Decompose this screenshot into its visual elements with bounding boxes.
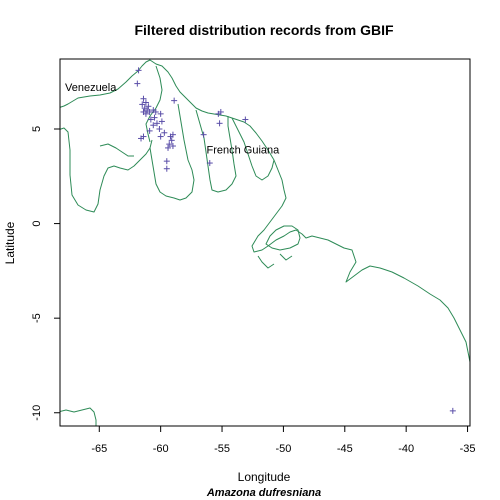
record-point: [146, 108, 153, 115]
record-point: [145, 103, 152, 110]
x-axis: -65 -60 -55 -50 -45 -40 -35: [91, 426, 475, 455]
record-point: [163, 165, 170, 172]
region-labels-layer: Venezuela French Guiana: [65, 82, 280, 156]
record-point: [134, 80, 141, 87]
x-tick-label: -35: [460, 443, 476, 455]
marajo-island: [265, 225, 301, 251]
chart-title: Filtered distribution records from GBIF: [134, 22, 393, 38]
x-tick-label: -60: [153, 443, 169, 455]
record-point: [200, 131, 207, 138]
southwest-coastline: [60, 407, 97, 426]
record-point: [157, 133, 164, 140]
region-label-french-guiana: French Guiana: [207, 145, 281, 157]
y-tick-label: 5: [31, 126, 43, 132]
x-tick-label: -40: [398, 443, 414, 455]
record-point: [161, 129, 168, 136]
record-point: [151, 114, 158, 121]
record-point: [171, 97, 178, 104]
atlantic-coastline: [60, 59, 470, 363]
record-point: [157, 110, 164, 117]
record-point: [147, 116, 154, 123]
region-label-venezuela: Venezuela: [65, 82, 117, 94]
record-point: [168, 137, 175, 144]
suriname-border: [195, 109, 237, 193]
record-point: [158, 118, 165, 125]
record-point: [166, 141, 173, 148]
guyana-border: [149, 103, 195, 201]
french-guiana-border: [231, 117, 275, 181]
x-axis-label: Longitude: [238, 470, 291, 484]
y-tick-label: -5: [31, 313, 43, 323]
x-tick-label: -50: [275, 443, 291, 455]
record-point: [449, 407, 456, 414]
record-point: [169, 143, 176, 150]
coastline-layer: [60, 59, 470, 426]
record-point: [146, 127, 153, 134]
belem-inlets: [257, 253, 293, 269]
y-axis-label: Latitude: [3, 221, 17, 264]
record-point: [142, 99, 149, 106]
record-point: [242, 116, 249, 123]
record-point: [138, 135, 145, 142]
x-tick-label: -55: [214, 443, 230, 455]
y-tick-label: -10: [31, 405, 43, 421]
record-point: [163, 158, 170, 165]
y-axis: -10 -5 0 5: [31, 126, 60, 421]
record-point: [135, 67, 142, 74]
y-tick-label: 0: [31, 221, 43, 227]
record-point: [169, 131, 176, 138]
record-point: [139, 101, 146, 108]
record-point: [215, 110, 222, 117]
x-tick-label: -45: [337, 443, 353, 455]
records-layer: [134, 67, 456, 414]
record-point: [165, 144, 172, 151]
record-point: [152, 108, 159, 115]
record-point: [140, 95, 147, 102]
gulf-coastline: [99, 143, 134, 157]
record-point: [216, 120, 223, 127]
record-point: [156, 125, 163, 132]
species-name: Amazona dufresniana: [206, 487, 321, 499]
maracaibo-coastline: [60, 127, 153, 213]
x-tick-label: -65: [91, 443, 107, 455]
record-point: [150, 122, 157, 129]
record-point: [206, 160, 213, 167]
record-point: [153, 120, 160, 127]
record-point: [142, 110, 149, 117]
plot-frame: [59, 58, 471, 427]
